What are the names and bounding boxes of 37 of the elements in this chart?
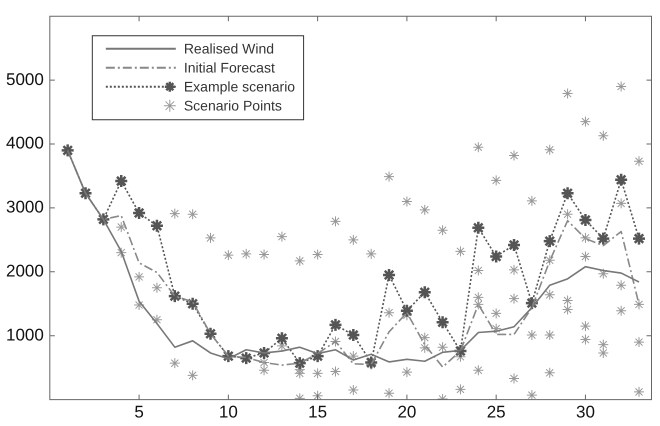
- point: [578, 212, 593, 228]
- x-tick-label: 20: [397, 402, 416, 422]
- point: [418, 285, 432, 300]
- point: [435, 315, 450, 330]
- point: [274, 331, 290, 346]
- point: [346, 328, 361, 342]
- point: [328, 318, 343, 332]
- x-tick-label: 5: [134, 402, 144, 422]
- point: [560, 186, 575, 200]
- point: [168, 288, 182, 304]
- point: [471, 220, 486, 235]
- point: [60, 143, 75, 158]
- legend-label: Scenario Points: [184, 98, 282, 114]
- legend-label: Example scenario: [184, 78, 296, 95]
- y-tick-label: 3000: [6, 198, 44, 217]
- legend-label: Realised Wind: [184, 40, 274, 57]
- point: [132, 206, 146, 220]
- x-tick-label: 30: [576, 402, 595, 422]
- point: [238, 350, 254, 366]
- y-tick-label: 1000: [6, 325, 44, 344]
- point: [114, 174, 128, 188]
- point: [614, 172, 628, 188]
- point: [400, 304, 414, 318]
- point: [596, 231, 611, 246]
- legend-label: Initial Forecast: [184, 60, 275, 76]
- x-tick-label: 10: [218, 402, 238, 422]
- point: [150, 218, 164, 234]
- point: [632, 231, 646, 246]
- point: [488, 249, 504, 264]
- x-tick-label: 15: [308, 402, 328, 422]
- point: [382, 268, 396, 282]
- point: [542, 234, 557, 248]
- point: [506, 238, 522, 252]
- y-tick-label: 2000: [6, 261, 44, 280]
- y-tick-label: 4000: [6, 134, 44, 153]
- y-tick-label: 5000: [6, 70, 44, 89]
- x-tick-label: 25: [486, 402, 506, 422]
